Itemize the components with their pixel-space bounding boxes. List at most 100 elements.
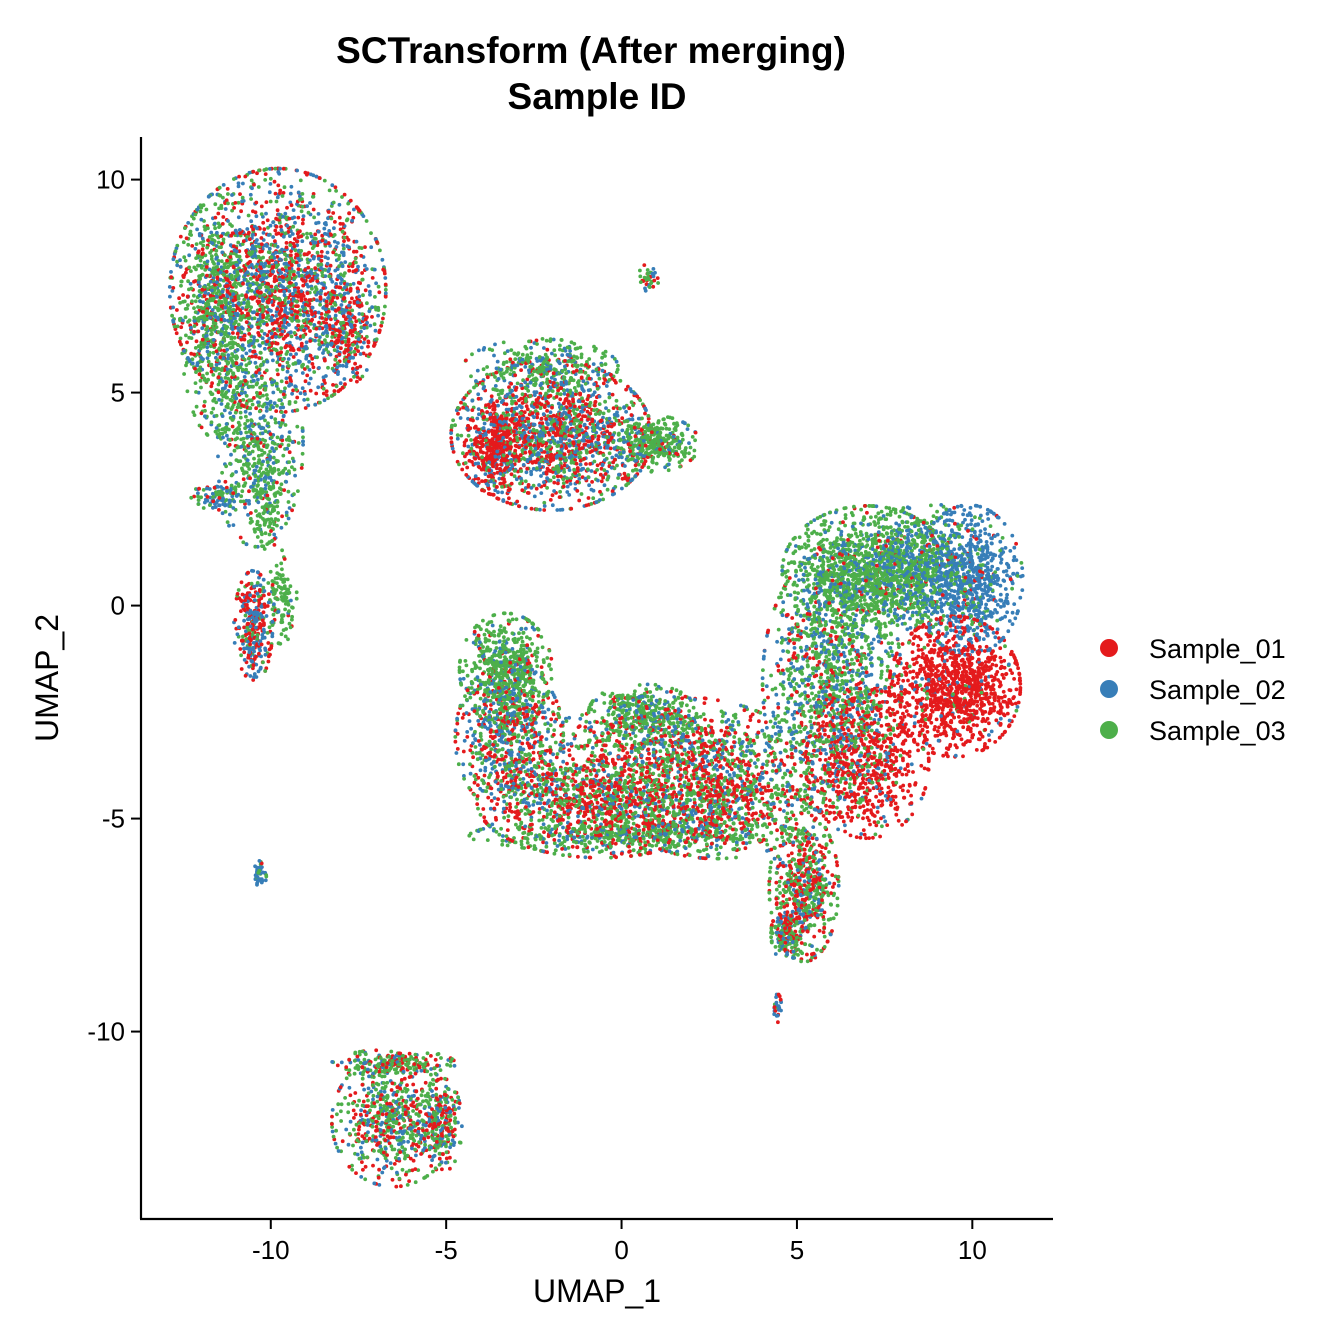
point-sample_02 — [834, 510, 838, 515]
point-sample_02 — [607, 392, 612, 396]
point-sample_03 — [268, 176, 273, 181]
point-sample_03 — [616, 476, 620, 480]
point-sample_03 — [523, 479, 528, 484]
point-sample_01 — [577, 498, 582, 503]
point-sample_03 — [213, 226, 218, 231]
point-sample_03 — [400, 1089, 405, 1094]
point-sample_03 — [226, 192, 230, 196]
point-sample_02 — [279, 228, 284, 232]
point-sample_01 — [517, 817, 522, 822]
point-sample_03 — [545, 656, 550, 660]
point-sample_03 — [552, 475, 556, 480]
point-sample_03 — [540, 645, 545, 650]
point-sample_03 — [812, 582, 816, 586]
point-sample_03 — [687, 709, 692, 713]
point-sample_02 — [765, 634, 769, 638]
point-sample_03 — [400, 1167, 405, 1172]
point-sample_01 — [342, 239, 346, 244]
point-sample_03 — [1019, 561, 1024, 565]
point-sample_01 — [779, 831, 784, 836]
point-sample_01 — [703, 717, 707, 722]
point-sample_03 — [792, 590, 797, 595]
point-sample_03 — [988, 524, 993, 528]
point-sample_01 — [996, 678, 1000, 682]
point-sample_01 — [247, 489, 251, 494]
point-sample_03 — [350, 308, 355, 313]
point-sample_02 — [823, 612, 828, 617]
point-sample_02 — [610, 492, 615, 497]
point-sample_02 — [458, 416, 463, 420]
point-sample_01 — [300, 221, 305, 226]
point-sample_02 — [761, 762, 765, 767]
point-sample_02 — [468, 771, 473, 776]
point-sample_01 — [894, 812, 899, 817]
point-sample_02 — [1006, 629, 1011, 634]
point-sample_02 — [477, 348, 481, 353]
point-sample_03 — [526, 419, 531, 424]
point-sample_03 — [1000, 536, 1005, 540]
point-sample_01 — [335, 1063, 340, 1068]
point-sample_02 — [229, 452, 233, 457]
point-sample_01 — [990, 662, 995, 667]
point-sample_03 — [478, 659, 482, 664]
point-sample_02 — [329, 277, 333, 281]
point-sample_01 — [960, 680, 965, 685]
point-sample_02 — [975, 625, 980, 630]
point-sample_01 — [440, 1167, 444, 1172]
point-sample_02 — [544, 737, 549, 741]
point-sample_03 — [385, 1080, 390, 1085]
point-sample_03 — [274, 446, 278, 451]
point-sample_02 — [859, 521, 863, 526]
point-sample_03 — [537, 818, 542, 823]
point-sample_01 — [613, 841, 618, 846]
point-sample_01 — [351, 215, 356, 220]
point-sample_03 — [785, 811, 790, 816]
point-sample_03 — [201, 488, 206, 492]
point-sample_02 — [271, 220, 275, 225]
point-sample_03 — [291, 224, 296, 229]
point-sample_03 — [228, 461, 232, 466]
point-sample_03 — [481, 618, 485, 623]
point-sample_03 — [279, 379, 284, 384]
point-sample_02 — [875, 683, 880, 688]
point-sample_01 — [789, 851, 794, 856]
point-sample_03 — [800, 804, 804, 809]
point-sample_03 — [810, 754, 814, 759]
point-sample_01 — [415, 1096, 420, 1101]
point-sample_02 — [248, 192, 253, 197]
point-sample_01 — [239, 580, 244, 585]
point-sample_03 — [453, 1116, 458, 1120]
point-sample_03 — [281, 453, 286, 458]
point-sample_01 — [255, 171, 259, 176]
point-sample_01 — [894, 755, 898, 760]
point-sample_01 — [912, 724, 917, 729]
point-sample_01 — [264, 200, 269, 205]
point-sample_02 — [969, 522, 973, 527]
point-sample_01 — [390, 1177, 395, 1182]
point-sample_03 — [605, 487, 610, 492]
point-sample_02 — [565, 484, 570, 489]
point-sample_02 — [983, 557, 987, 561]
point-sample_01 — [476, 775, 481, 780]
point-sample_01 — [930, 656, 934, 661]
point-sample_01 — [475, 802, 480, 806]
point-sample_03 — [476, 806, 480, 811]
point-sample_02 — [501, 806, 506, 811]
point-sample_03 — [544, 815, 549, 820]
point-sample_02 — [474, 379, 478, 383]
point-sample_03 — [520, 639, 525, 644]
point-sample_02 — [288, 191, 293, 196]
point-sample_03 — [279, 482, 284, 487]
point-sample_01 — [832, 881, 837, 886]
point-sample_01 — [779, 875, 784, 880]
point-sample_01 — [460, 467, 465, 472]
point-sample_02 — [205, 345, 210, 350]
point-sample_03 — [192, 306, 196, 310]
point-sample_03 — [178, 336, 183, 341]
point-sample_01 — [854, 835, 859, 839]
point-sample_01 — [693, 430, 698, 435]
point-sample_01 — [799, 773, 803, 778]
point-sample_01 — [702, 701, 707, 705]
point-sample_01 — [411, 1082, 416, 1087]
point-sample_01 — [877, 799, 881, 804]
